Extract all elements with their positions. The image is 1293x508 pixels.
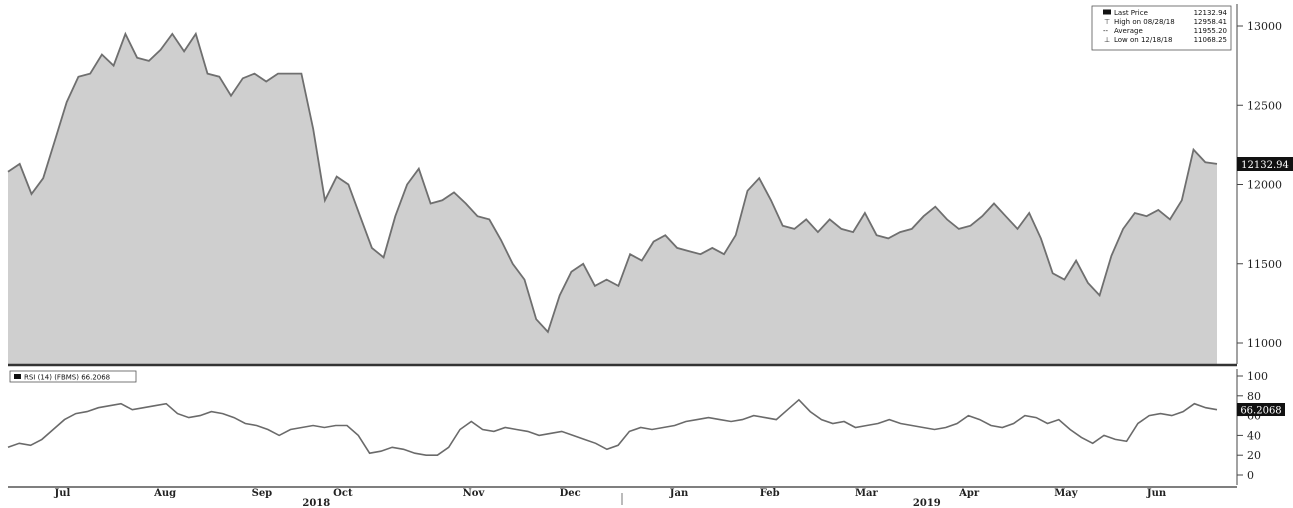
rsi-tag-text: 66.2068 [1240, 406, 1281, 417]
legend-label-low: Low on 12/18/18 [1114, 36, 1172, 44]
x-year-label: 2019 [913, 498, 941, 508]
x-month-label: Feb [760, 488, 780, 499]
price-y-tick-label: 11500 [1247, 258, 1282, 271]
legend-value-low: 11068.25 [1194, 36, 1227, 44]
x-year-label: 2018 [302, 498, 330, 508]
x-month-label: Sep [252, 488, 273, 499]
x-month-label: Apr [958, 488, 980, 499]
rsi-legend-label: RSI (14) (FBMS) 66.2068 [24, 374, 110, 382]
rsi-y-tick-label: 0 [1247, 469, 1254, 482]
rsi-y-tick-label: 20 [1247, 449, 1261, 462]
legend-label-last-price: Last Price [1114, 9, 1148, 17]
legend-value-high: 12958.41 [1194, 18, 1227, 26]
x-month-label: Jan [669, 488, 689, 499]
price-area-fill [8, 33, 1217, 365]
rsi-legend: RSI (14) (FBMS) 66.2068 [9, 370, 137, 383]
x-month-label: Oct [333, 488, 353, 499]
x-month-label: Nov [463, 488, 486, 499]
legend-high-icon: ⊤ [1104, 18, 1110, 26]
rsi-tag-bg [1237, 403, 1285, 416]
x-month-label: May [1054, 488, 1079, 499]
price-tag-bg [1237, 157, 1293, 171]
price-y-tick-label: 13000 [1247, 20, 1282, 33]
rsi-last-value-tag: 66.2068 [1237, 403, 1285, 417]
rsi-legend-swatch [14, 374, 21, 379]
x-month-label: Dec [560, 488, 581, 499]
rsi-legend-box [9, 370, 137, 383]
x-month-label: Mar [855, 488, 879, 499]
x-month-label: Aug [153, 488, 176, 499]
legend-box [1091, 5, 1232, 51]
price-legend: Last Price 12132.94 ⊤ High on 08/28/18 1… [1091, 5, 1232, 51]
price-last-value-tag: 12132.94 [1237, 157, 1293, 171]
rsi-y-tick-label: 80 [1247, 390, 1261, 403]
price-series-line [7, 31, 1218, 334]
x-axis: Jul Aug Sep Oct Nov Dec Jan Feb Mar Apr May Jun 2018… [8, 486, 1237, 508]
legend-last-price-swatch [1103, 9, 1111, 15]
x-month-label: Jul [53, 488, 70, 499]
legend-label-average: Average [1114, 27, 1143, 35]
price-y-tick-label: 12000 [1247, 179, 1282, 192]
rsi-series-line [7, 398, 1218, 456]
legend-label-high: High on 08/28/18 [1114, 18, 1175, 26]
price-panel: 11000 11500 12000 12500 13000 [7, 4, 1282, 365]
legend-average-icon: -- [1103, 27, 1109, 35]
legend-value-last-price: 12132.94 [1194, 9, 1228, 17]
legend-low-icon: ⊥ [1104, 36, 1110, 44]
price-tag-text: 12132.94 [1241, 160, 1289, 171]
rsi-y-tick-label: 100 [1247, 370, 1268, 383]
price-y-tick-label: 12500 [1247, 99, 1282, 112]
legend-value-average: 11955.20 [1194, 27, 1227, 35]
x-month-label: Jun [1146, 488, 1167, 499]
price-y-tick-label: 11000 [1247, 337, 1282, 350]
rsi-y-tick-label: 40 [1247, 429, 1261, 442]
